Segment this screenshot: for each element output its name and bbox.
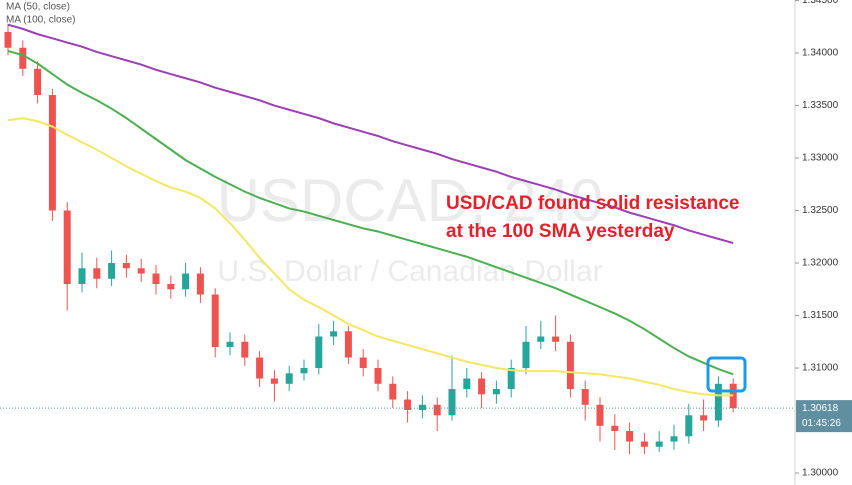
candle-body bbox=[700, 415, 708, 421]
candle-body bbox=[566, 341, 574, 390]
annotation: USD/CAD found solid resistance bbox=[446, 193, 740, 214]
legend-entry: MA (100, close) bbox=[6, 15, 75, 26]
moving-average-line bbox=[7, 117, 734, 397]
candle-body bbox=[300, 368, 308, 374]
y-tick-label: 1.32500 bbox=[802, 205, 839, 216]
countdown-label: 01:45:26 bbox=[802, 418, 841, 429]
candle-body bbox=[374, 368, 382, 384]
candle-body bbox=[167, 284, 175, 290]
y-tick-label: 1.30000 bbox=[802, 468, 839, 479]
candle-body bbox=[256, 357, 264, 379]
y-tick-label: 1.34500 bbox=[802, 0, 839, 6]
candle-body bbox=[655, 441, 663, 447]
candle-body bbox=[34, 68, 42, 96]
y-axis: 1.34500 1.34000 1.33500 1.33000 1.32500 1.320… bbox=[795, 0, 852, 479]
candle-body bbox=[537, 336, 545, 342]
candle-body bbox=[226, 341, 234, 348]
y-tick-label: 1.33000 bbox=[802, 153, 839, 164]
candle-body bbox=[463, 378, 471, 390]
candle-body bbox=[507, 368, 515, 390]
moving-average-line bbox=[7, 49, 734, 376]
candle-body bbox=[522, 341, 530, 369]
y-tick-label: 1.31500 bbox=[802, 310, 839, 321]
legend-entry: MA (50, close) bbox=[6, 2, 70, 13]
candle-body bbox=[241, 341, 249, 358]
candle-body bbox=[478, 378, 486, 395]
plot-area bbox=[0, 23, 795, 455]
candle-body bbox=[122, 263, 130, 269]
candle-body bbox=[270, 378, 278, 384]
candle-body bbox=[93, 268, 101, 279]
candle-body bbox=[433, 404, 441, 416]
candle-body bbox=[19, 47, 27, 69]
candle-body bbox=[211, 294, 219, 348]
highlight-box bbox=[706, 356, 747, 393]
candle-body bbox=[626, 431, 634, 442]
moving-average-line bbox=[7, 23, 734, 245]
candle-body bbox=[448, 389, 456, 416]
watermark: USDCAD, 240 bbox=[217, 167, 604, 234]
candle-body bbox=[182, 273, 190, 290]
candle-body bbox=[137, 268, 145, 274]
y-tick-label: 1.32000 bbox=[802, 258, 839, 269]
y-tick-label: 1.34000 bbox=[802, 48, 839, 59]
candle-body bbox=[552, 336, 560, 342]
y-tick-label: 1.33500 bbox=[802, 100, 839, 111]
candle-body bbox=[404, 399, 412, 411]
candle-body bbox=[670, 436, 678, 442]
candle-body bbox=[4, 32, 12, 48]
candle-body bbox=[359, 357, 367, 369]
candle-body bbox=[330, 331, 338, 337]
y-tick-label: 1.31000 bbox=[802, 363, 839, 374]
candle-body bbox=[315, 336, 323, 369]
candle-body bbox=[611, 425, 619, 432]
candle-body bbox=[581, 389, 589, 405]
last-price-badge bbox=[796, 400, 852, 433]
candle-body bbox=[640, 441, 648, 447]
candle-body bbox=[344, 331, 352, 358]
candle-body bbox=[63, 210, 71, 285]
candle-body bbox=[714, 383, 722, 421]
candle-body bbox=[196, 273, 204, 295]
candle-body bbox=[152, 273, 160, 285]
candle-body bbox=[285, 373, 293, 384]
candle-body bbox=[418, 404, 426, 411]
candle-body bbox=[492, 389, 500, 395]
candle-body bbox=[78, 268, 86, 285]
candle-body bbox=[685, 415, 693, 437]
annotation: at the 100 SMA yesterday bbox=[446, 221, 675, 242]
watermark-subtitle: U.S. Dollar / Canadian Dollar bbox=[217, 255, 602, 288]
candle-body bbox=[108, 263, 116, 279]
candle-body bbox=[389, 383, 397, 400]
candle-body bbox=[48, 95, 56, 211]
candle-body bbox=[596, 404, 604, 426]
last-price-label: 1.30618 bbox=[802, 403, 839, 414]
